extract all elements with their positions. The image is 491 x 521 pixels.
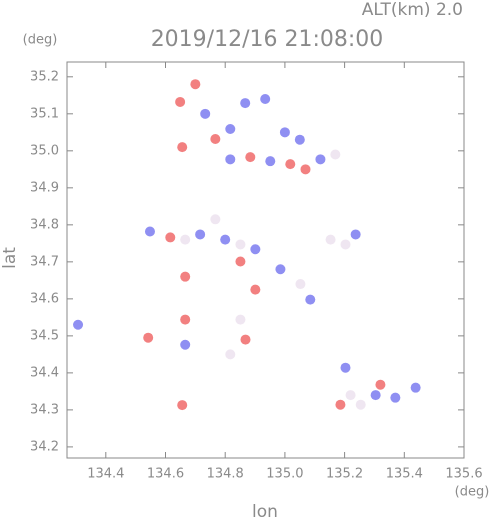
echo-point: [220, 234, 231, 245]
echo-point: [295, 279, 306, 290]
echo-point: [180, 271, 191, 282]
echo-point: [165, 232, 176, 243]
y-axis-label: lat: [0, 247, 20, 269]
x-tick-label: 135.0: [266, 467, 303, 482]
echo-point: [375, 379, 386, 390]
x-unit: (deg): [455, 485, 490, 500]
echo-point: [285, 159, 296, 170]
echo-point: [345, 390, 356, 401]
y-unit: (deg): [23, 33, 58, 48]
echo-point: [235, 256, 246, 267]
echo-point: [225, 154, 236, 165]
echo-point: [177, 400, 188, 411]
echo-point: [190, 79, 201, 90]
echo-point: [250, 244, 261, 255]
y-tick-label: 34.6: [30, 291, 59, 306]
echo-point: [250, 284, 261, 295]
echo-point: [144, 226, 155, 237]
echo-point: [370, 390, 381, 401]
altitude-label: ALT(km) 2.0: [362, 0, 463, 20]
echo-point: [200, 108, 211, 119]
y-tick-label: 34.8: [30, 217, 59, 232]
echo-point: [355, 399, 366, 410]
echo-point: [325, 234, 336, 245]
echo-point: [245, 152, 256, 163]
echo-point: [305, 294, 316, 305]
echo-point: [330, 149, 341, 160]
echo-point: [143, 332, 154, 343]
x-tick-label: 134.4: [87, 467, 124, 482]
y-tick-label: 35.0: [30, 143, 59, 158]
echo-point: [180, 314, 191, 325]
echo-point: [240, 98, 251, 109]
x-tick-label: 135.4: [386, 467, 423, 482]
x-axis-label: lon: [252, 502, 278, 521]
echo-point: [180, 339, 191, 350]
echo-point: [240, 334, 251, 345]
echo-point: [175, 96, 186, 107]
y-tick-label: 34.5: [30, 328, 59, 343]
echo-point: [340, 362, 351, 373]
y-tick-label: 34.7: [30, 254, 59, 269]
echo-point: [275, 264, 286, 275]
x-tick-label: 135.6: [445, 467, 482, 482]
echo-point: [210, 133, 221, 144]
y-tick-label: 34.3: [30, 402, 59, 417]
plot-frame: [66, 61, 465, 459]
echo-point: [410, 382, 421, 393]
echo-point: [180, 234, 191, 245]
y-tick-label: 34.9: [30, 180, 59, 195]
x-tick-label: 134.8: [207, 467, 244, 482]
echo-point: [235, 239, 246, 250]
echo-point: [235, 314, 246, 325]
echo-point: [340, 239, 351, 250]
echo-point: [210, 214, 221, 225]
echo-point: [177, 142, 188, 153]
x-tick-label: 134.6: [147, 467, 184, 482]
y-tick-label: 34.4: [30, 365, 59, 380]
echo-point: [279, 127, 290, 138]
echo-point: [335, 399, 346, 410]
echo-point: [300, 164, 311, 175]
echo-point: [225, 123, 236, 134]
echo-point: [73, 319, 84, 330]
echo-point: [315, 154, 326, 165]
echo-point: [260, 94, 271, 105]
echo-point: [225, 349, 236, 360]
echo-point: [265, 156, 276, 167]
y-tick-label: 35.2: [30, 69, 59, 84]
echo-point: [294, 134, 305, 145]
echo-point: [195, 229, 206, 240]
echo-point: [390, 392, 401, 403]
y-tick-label: 35.1: [30, 106, 59, 121]
x-tick-label: 135.2: [326, 467, 363, 482]
echo-point: [350, 229, 361, 240]
chart-title: 2019/12/16 21:08:00: [151, 27, 384, 52]
y-tick-label: 34.2: [30, 439, 59, 454]
